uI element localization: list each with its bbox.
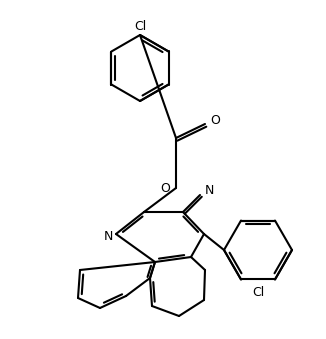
Text: N: N [103, 230, 113, 242]
Text: N: N [205, 183, 215, 197]
Text: O: O [160, 182, 170, 196]
Text: O: O [210, 115, 220, 127]
Text: Cl: Cl [134, 20, 146, 33]
Text: Cl: Cl [252, 286, 264, 299]
